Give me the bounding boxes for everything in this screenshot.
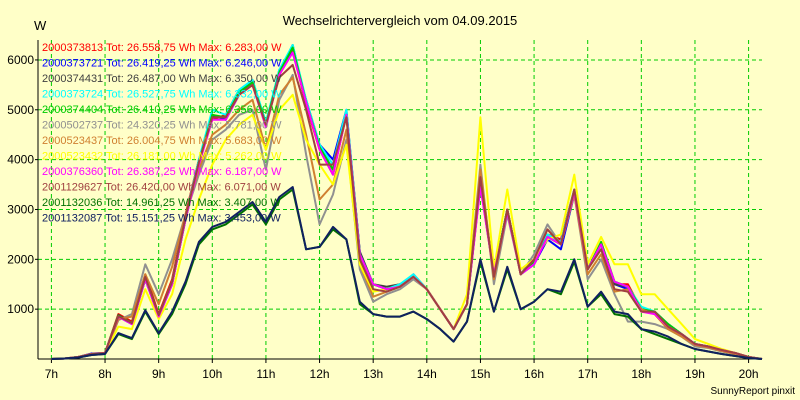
- y-tick-label: 4000: [7, 153, 34, 167]
- x-tick-label: 18h: [631, 367, 651, 381]
- series-line-2000502737: [51, 73, 763, 360]
- legend-entry-2001132087: 2001132087 Tot: 15.151,25 Wh Max: 3.453,…: [42, 213, 281, 225]
- grid-lines: [38, 40, 762, 359]
- x-tick-label: 8h: [98, 367, 111, 381]
- x-tick-labels: 7h 8h 9h 10h 11h 12h 13h 14h 15h 16h 17h 18h 19h 20h: [45, 367, 759, 381]
- y-axis-label: W: [34, 18, 47, 33]
- legend-entry-2000523432: 2000523432 Tot: 26.181,00 Wh Max: 5.262,…: [42, 151, 282, 163]
- x-tick-label: 10h: [202, 367, 222, 381]
- x-tick-label: 11h: [256, 367, 275, 381]
- x-tick-label: 13h: [363, 367, 383, 381]
- legend-entry-2000523437: 2000523437 Tot: 26.004,75 Wh Max: 5.683,…: [42, 135, 282, 147]
- y-tick-label: 3000: [7, 202, 34, 216]
- legend-entry-2000502737: 2000502737 Tot: 24.320,25 Wh Max: 5.781,…: [42, 120, 282, 132]
- legend-entry-2000374404: 2000374404 Tot: 26.410,25 Wh Max: 6.356,…: [42, 104, 282, 116]
- series-lines: [51, 44, 763, 360]
- legend-entry-2001129627: 2001129627 Tot: 26.420,00 Wh Max: 6.071,…: [42, 182, 281, 194]
- x-tick-label: 14h: [417, 367, 437, 381]
- series-line-2001132087: [51, 186, 763, 360]
- x-tick-label: 19h: [685, 367, 705, 381]
- axes: [35, 40, 762, 363]
- series-line-2001129627: [51, 63, 763, 360]
- legend-entry-2000373721: 2000373721 Tot: 26.419,25 Wh Max: 6.246,…: [42, 58, 282, 70]
- x-tick-label: 9h: [152, 367, 165, 381]
- legend-entry-2001132036: 2001132036 Tot: 14.961,25 Wh Max: 3.407,…: [42, 197, 281, 209]
- y-tick-label: 1000: [7, 302, 34, 316]
- y-tick-labels: 1000 2000 3000 4000 5000 6000: [7, 53, 34, 316]
- x-tick-label: 7h: [45, 367, 58, 381]
- y-tick-label: 5000: [7, 103, 34, 117]
- legend: 2000373813 Tot: 26.558,75 Wh Max: 6.283,…: [42, 42, 282, 225]
- x-tick-label: 12h: [310, 367, 330, 381]
- legend-entry-2000374431: 2000374431 Tot: 26.487,00 Wh Max: 6.350,…: [42, 73, 282, 85]
- legend-entry-2000376360: 2000376360 Tot: 26.387,25 Wh Max: 6.187,…: [42, 166, 282, 178]
- chart-title: Wechselrichtervergleich vom 04.09.2015: [283, 13, 518, 28]
- x-tick-label: 20h: [739, 367, 759, 381]
- y-tick-label: 2000: [7, 252, 34, 266]
- y-tick-label: 6000: [7, 53, 34, 67]
- x-tick-label: 17h: [578, 367, 598, 381]
- x-tick-label: 16h: [524, 367, 544, 381]
- x-tick-label: 15h: [470, 367, 490, 381]
- footer-label: SunnyReport pinxit: [711, 386, 796, 397]
- legend-entry-2000373813: 2000373813 Tot: 26.558,75 Wh Max: 6.283,…: [42, 42, 282, 54]
- legend-entry-2000373724: 2000373724 Tot: 26.527,75 Wh Max: 6.332,…: [42, 89, 282, 101]
